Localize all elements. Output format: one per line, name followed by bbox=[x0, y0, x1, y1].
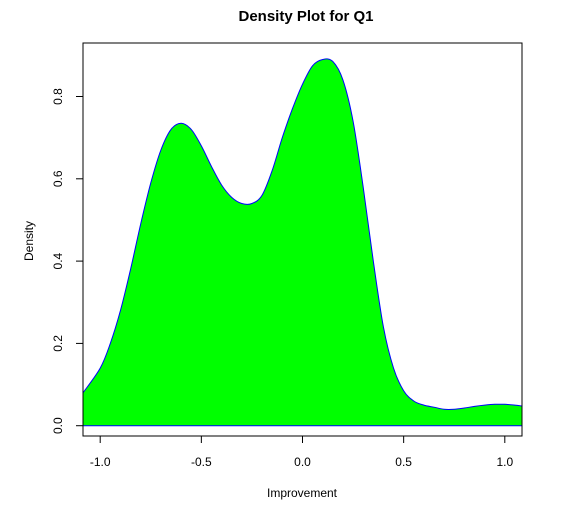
x-tick-label: 1.0 bbox=[496, 455, 513, 469]
y-tick-label: 0.2 bbox=[51, 335, 65, 352]
y-axis-label: Density bbox=[22, 221, 36, 261]
density-line bbox=[82, 58, 523, 410]
x-tick-label: 0.5 bbox=[395, 455, 412, 469]
x-tick-label: -1.0 bbox=[90, 455, 111, 469]
y-tick-label: 0.8 bbox=[51, 88, 65, 105]
x-axis-label: Improvement bbox=[267, 486, 338, 500]
plot-layer bbox=[82, 58, 523, 427]
y-tick-label: 0.6 bbox=[51, 170, 65, 187]
chart-title: Density Plot for Q1 bbox=[238, 8, 373, 25]
y-axis: 0.0 0.2 0.4 0.6 0.8 bbox=[51, 88, 83, 434]
x-tick-label: 0.0 bbox=[294, 455, 311, 469]
density-area bbox=[83, 58, 522, 426]
y-tick-label: 0.0 bbox=[51, 417, 65, 434]
x-axis: -1.0 -0.5 0.0 0.5 1.0 bbox=[90, 436, 513, 469]
y-tick-label: 0.4 bbox=[51, 252, 65, 269]
x-tick-label: -0.5 bbox=[191, 455, 212, 469]
